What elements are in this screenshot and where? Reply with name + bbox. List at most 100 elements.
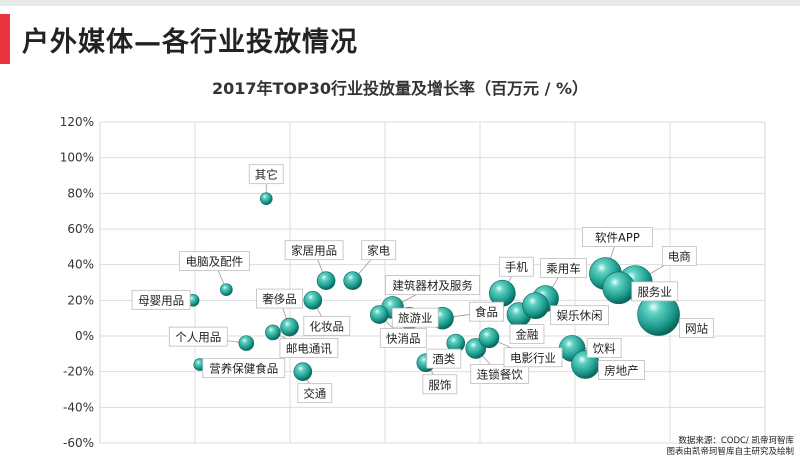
bubble-label-text: 房地产 [604, 364, 639, 378]
bubble-label-box [284, 240, 344, 261]
bubble [265, 324, 281, 341]
bubble-label: 化妆品 [303, 315, 351, 336]
source-line-1: 数据来源：CODC/ 凯帝珂智库 [678, 436, 794, 446]
bubble-label-text: 旅游业 [398, 311, 433, 325]
bubble-label-text: 交通 [303, 387, 326, 401]
bubble [369, 305, 389, 324]
bubble-label-text: 连锁餐饮 [477, 367, 523, 381]
bubble [280, 317, 299, 337]
bubble-label: 服务业 [631, 281, 679, 302]
y-tick-label: -40% [63, 400, 94, 414]
bubble-label-text: 电影行业 [510, 351, 556, 365]
y-tick-label: 40% [67, 258, 94, 272]
bubble-label-box [598, 360, 645, 380]
bubble-label-text: 其它 [255, 168, 278, 182]
bubble-label-text: 手机 [505, 260, 528, 274]
bubble-label-text: 建筑器材及服务 [392, 278, 473, 292]
bubble [478, 327, 500, 349]
bubble-label-text: 快消品 [386, 332, 421, 346]
bubble-label-box [168, 326, 228, 347]
y-tick-label: -60% [63, 436, 94, 450]
bubble-label-box [379, 328, 427, 349]
page-title: 户外媒体—各行业投放情况 [22, 27, 358, 58]
accent-bar [0, 14, 10, 64]
bubble-label-text: 奢侈品 [262, 292, 297, 306]
bubble-label: 电商 [661, 246, 697, 266]
bubble-label-box [279, 338, 339, 358]
bubble-label-box [661, 246, 697, 266]
bubble-label-box [469, 301, 504, 322]
bubble-label: 电脑及配件 [178, 251, 250, 272]
bubble-label: 快消品 [379, 328, 427, 349]
top-bar [0, 0, 800, 6]
bubble-label-text: 邮电通讯 [286, 341, 332, 355]
bubble-label-text: 家电 [367, 244, 390, 258]
bubble-label: 金融 [509, 324, 545, 345]
bubble-label-text: 服务业 [637, 285, 672, 299]
y-tick-label: 100% [60, 151, 94, 165]
bubble-label-text: 服饰 [428, 378, 451, 392]
y-tick-label: 0% [75, 329, 94, 343]
bubble-label-text: 饮料 [593, 341, 616, 355]
bubble [316, 271, 336, 291]
bubble-label-text: 乘用车 [546, 262, 581, 276]
bubble-label: 旅游业 [391, 307, 439, 328]
chart-title: 2017年TOP30行业投放量及增长率（百万元 / %） [211, 79, 589, 98]
bubble-label: 连锁餐饮 [470, 364, 530, 384]
bubble-label-box [391, 307, 439, 328]
bubble-label-box [470, 364, 530, 384]
bubble-label: 酒类 [426, 348, 462, 369]
bubble-label: 娱乐休闲 [550, 305, 609, 326]
bubble-label-text: 金融 [515, 328, 538, 342]
bubble-label: 饮料 [586, 338, 622, 358]
bubble-label-box [361, 240, 397, 261]
bubble-label: 房地产 [598, 360, 645, 380]
bubble-label-text: 电商 [668, 250, 691, 264]
bubble-label: 母婴用品 [131, 289, 191, 310]
bubble-label: 乘用车 [540, 258, 587, 278]
y-tick-label: 60% [67, 222, 94, 236]
bubble-label-box [385, 275, 481, 295]
bubble-label-box [178, 251, 250, 272]
y-tick-label: 20% [67, 293, 94, 307]
y-tick-label: 120% [60, 115, 94, 129]
bubble-label-box [679, 318, 714, 339]
bubble-label: 邮电通讯 [279, 338, 339, 358]
bubble-label-text: 营养保健食品 [209, 362, 278, 376]
bubble-label-text: 家居用品 [291, 244, 337, 258]
bubble-label-text: 娱乐休闲 [557, 309, 603, 323]
source-line-2: 图表由凯帝珂智库自主研究及绘制 [666, 447, 794, 457]
bubble-label-text: 化妆品 [310, 319, 345, 333]
bubble-label-box [202, 358, 286, 378]
bubble-label-text: 食品 [475, 305, 498, 319]
bubble-label-box [550, 305, 609, 326]
bubble-label: 网站 [679, 318, 714, 339]
bubble-label: 软件APP [582, 227, 653, 247]
bubble-label: 其它 [248, 164, 284, 185]
bubble-label-box [248, 164, 284, 185]
bubble-label: 个人用品 [168, 326, 228, 347]
bubble-label-box [540, 258, 587, 278]
bubble-label: 服饰 [422, 374, 458, 395]
bubble-label: 电影行业 [503, 347, 563, 368]
bubble-label-text: 网站 [685, 322, 708, 336]
bubble-label-box [422, 374, 458, 395]
bubble-label: 营养保健食品 [202, 358, 286, 378]
y-tick-label: -20% [63, 365, 94, 379]
bubble-label-text: 个人用品 [175, 330, 221, 344]
bubble [293, 362, 313, 381]
bubble-label: 手机 [498, 256, 534, 277]
bubble-label: 家居用品 [284, 240, 344, 261]
bubble-label-box [256, 288, 303, 309]
bubble-label-box [131, 289, 191, 310]
bubble-label-text: 软件APP [595, 231, 640, 245]
y-axis-ticks: 120% 100% 80% 60% 40% 20% 0% -20% -40% -60% [60, 115, 94, 450]
bubble [522, 292, 549, 319]
bubble-label-box [509, 324, 545, 345]
y-tick-label: 80% [67, 186, 94, 200]
bubble-label: 奢侈品 [256, 288, 303, 309]
bubble-label-box [297, 383, 333, 404]
